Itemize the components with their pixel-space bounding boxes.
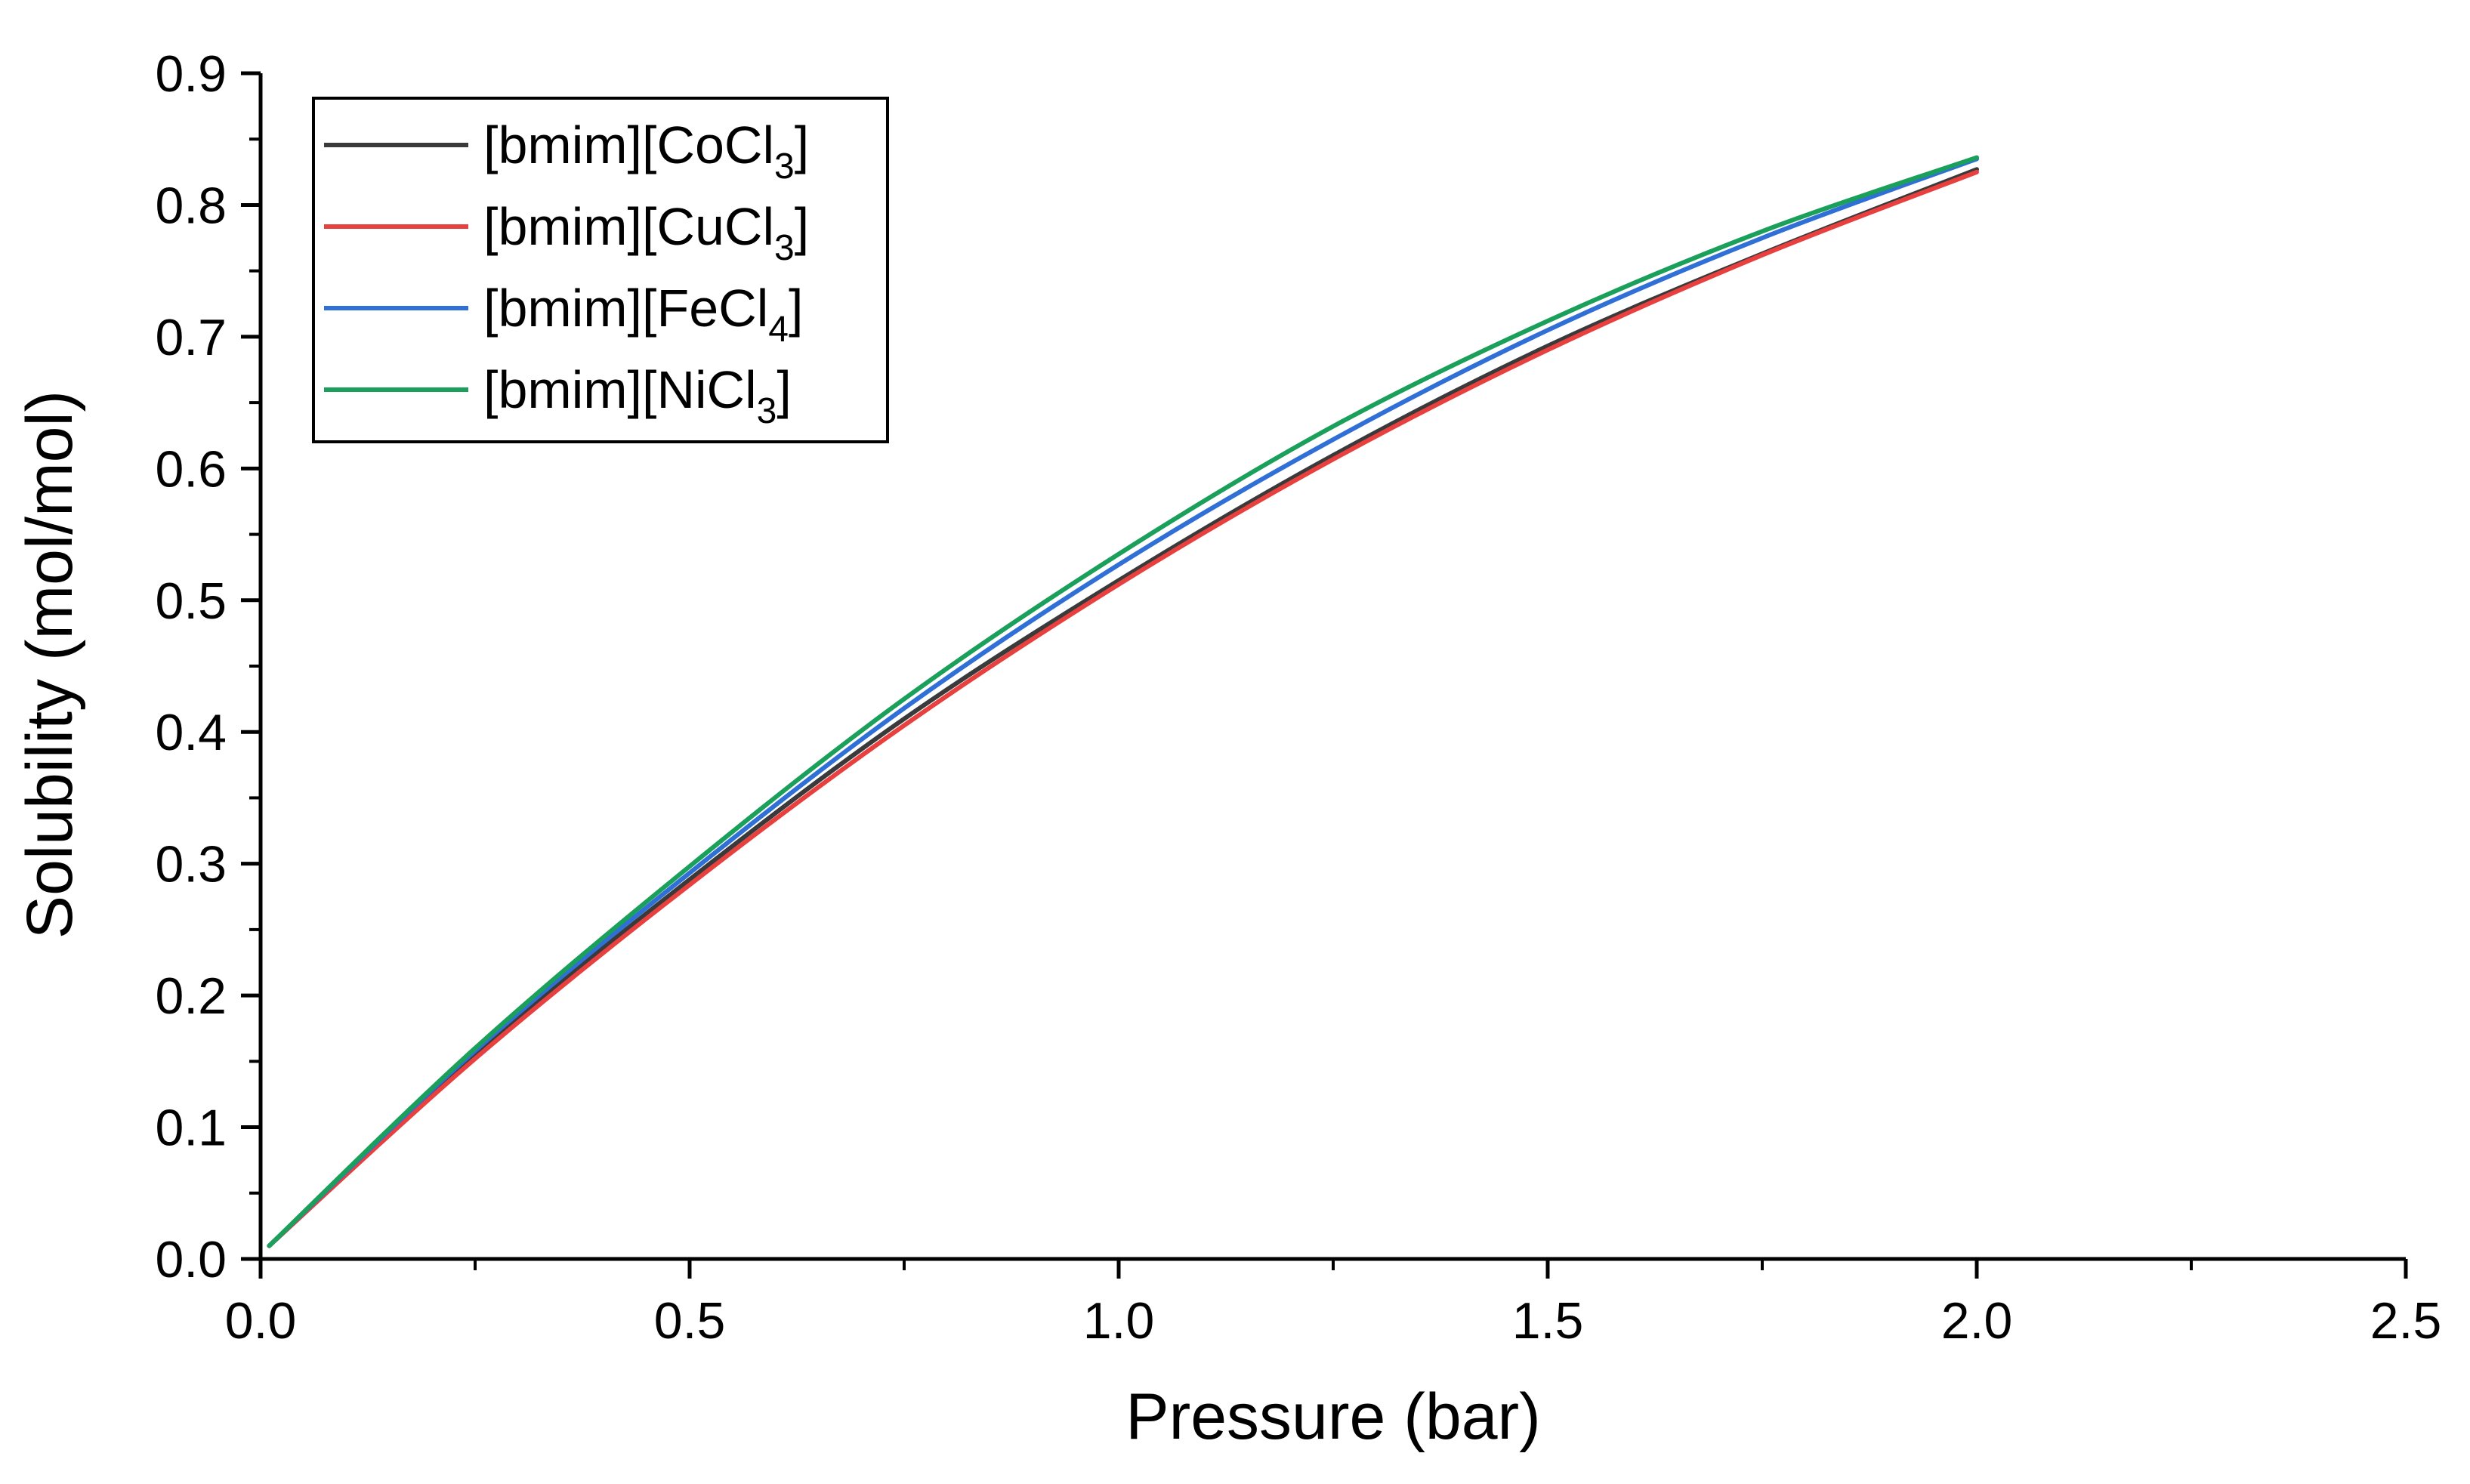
x-tick-label: 0.5 bbox=[654, 1292, 726, 1350]
legend: [bmim][CoCl3] [bmim][CuCl3] [bmim][FeCl4] [… bbox=[312, 97, 889, 443]
y-tick-label: 0.0 bbox=[155, 1231, 227, 1288]
y-tick-label: 0.7 bbox=[155, 309, 227, 366]
series-line-3 bbox=[267, 156, 1979, 1248]
x-tick-label: 1.0 bbox=[1083, 1292, 1155, 1350]
legend-label-3: [bmim][FeCl4] bbox=[483, 279, 803, 350]
y-tick-label: 0.8 bbox=[155, 177, 227, 234]
y-tick-label: 0.9 bbox=[155, 45, 227, 103]
x-tick-label: 2.0 bbox=[1941, 1292, 2013, 1350]
y-tick-label: 0.5 bbox=[155, 572, 227, 630]
x-tick-label: 0.0 bbox=[225, 1292, 297, 1350]
legend-label-2: [bmim][CuCl3] bbox=[483, 197, 809, 268]
series-line-4 bbox=[267, 155, 1979, 1248]
axes-layer: 0.0 0.5 1.0 1.5 2.0 2.5 0.0 0.1 0.2 0.3 0.4 0.5 0.6 0… bbox=[155, 45, 2441, 1350]
y-tick-label: 0.6 bbox=[155, 440, 227, 498]
x-tick-label: 1.5 bbox=[1512, 1292, 1584, 1350]
x-tick-label: 2.5 bbox=[2370, 1292, 2442, 1350]
series-line-2 bbox=[267, 169, 1979, 1248]
series-layer bbox=[267, 155, 1979, 1248]
legend-box bbox=[312, 97, 889, 443]
x-axis-title: Pressure (bar) bbox=[1125, 1381, 1541, 1453]
legend-label-4: [bmim][NiCl3] bbox=[483, 360, 792, 431]
y-tick-label: 0.3 bbox=[155, 836, 227, 893]
y-tick-label: 0.4 bbox=[155, 704, 227, 761]
y-axis-title: Solubility (mol/mol) bbox=[14, 390, 86, 939]
y-tick-label: 0.1 bbox=[155, 1100, 227, 1157]
legend-label-1: [bmim][CoCl3] bbox=[483, 116, 809, 187]
y-tick-label: 0.2 bbox=[155, 967, 227, 1025]
